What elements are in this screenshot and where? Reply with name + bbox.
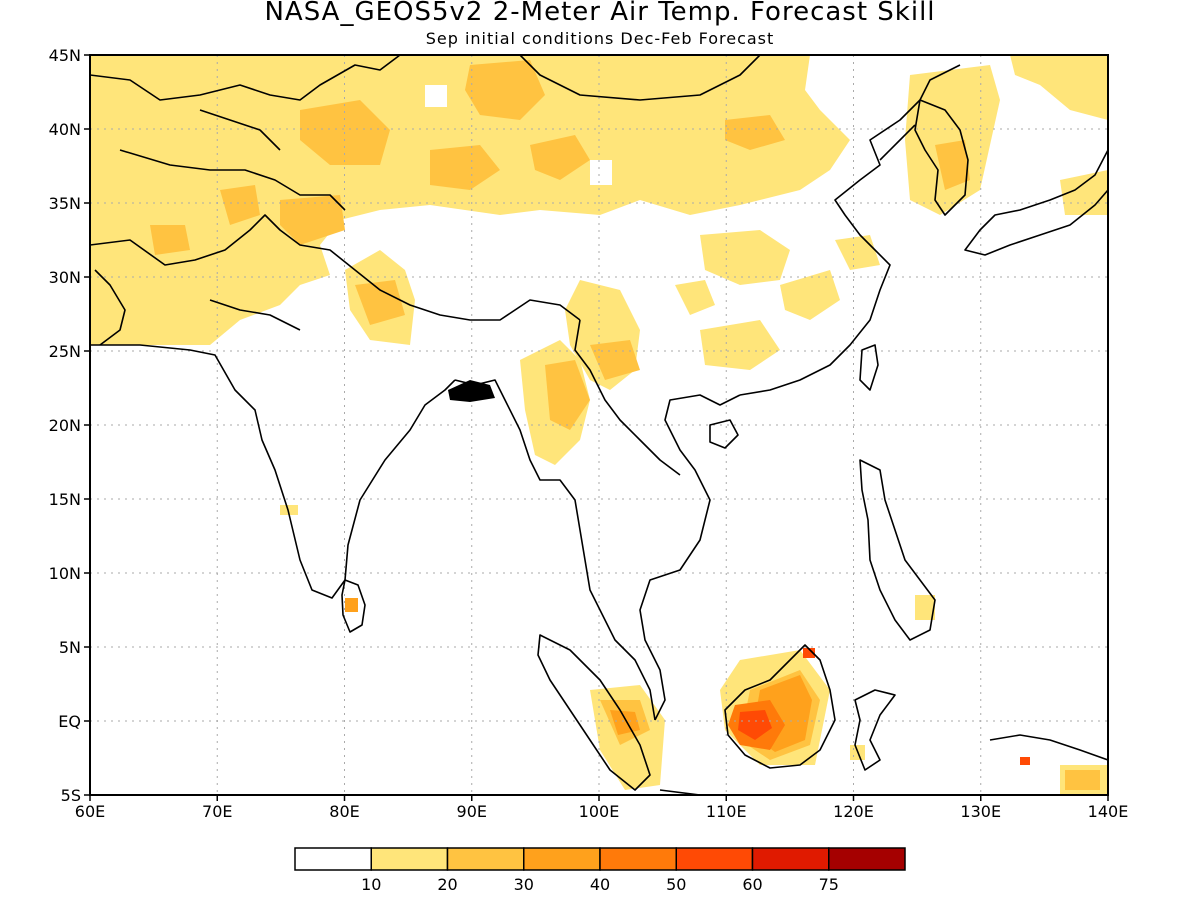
skill-region [90, 55, 850, 345]
colorbar-swatch [294, 847, 372, 871]
border [94, 269, 126, 346]
skill-region [545, 360, 590, 430]
skill-region [835, 235, 880, 270]
page-subtitle: Sep initial conditions Dec-Feb Forecast [425, 29, 775, 48]
lat-tick-label: 30N [49, 268, 81, 287]
coastline [724, 644, 836, 769]
skill-region [150, 225, 190, 255]
lon-tick-label: 120E [833, 802, 874, 821]
border [574, 319, 681, 476]
coastline [964, 149, 1108, 256]
skill-region [675, 280, 715, 315]
colorbar: 10 20 30 40 50 60 75 [294, 847, 906, 894]
skill-region [1065, 770, 1100, 790]
skill-region [355, 280, 405, 325]
coastline [709, 419, 739, 449]
border [209, 299, 301, 331]
lon-tick-label: 100E [579, 802, 620, 821]
border [879, 124, 916, 161]
colorbar-swatch [828, 847, 906, 871]
skill-region [700, 320, 780, 370]
coastline [341, 579, 366, 633]
coastline [639, 394, 741, 721]
lon-tick-label: 110E [706, 802, 747, 821]
coastline [859, 459, 936, 641]
skill-region [905, 65, 1000, 215]
graticule [90, 55, 1108, 795]
coastline [914, 99, 969, 216]
skill-shading [90, 55, 1108, 795]
colorbar-label: 20 [437, 875, 457, 894]
skill-region [803, 648, 815, 658]
skill-region [738, 710, 772, 740]
colorbar-swatch [370, 847, 449, 871]
longitude-axis: 60E 70E 80E 90E 100E 110E 120E 130E 140E [75, 795, 1129, 821]
colorbar-swatch [751, 847, 830, 871]
coastline [90, 344, 456, 599]
lon-tick-label: 70E [202, 802, 232, 821]
colorbar-label: 10 [361, 875, 381, 894]
skill-region [915, 595, 935, 620]
lon-tick-label: 80E [329, 802, 359, 821]
skill-region [280, 195, 345, 245]
coastline [739, 64, 961, 396]
lat-tick-label: 15N [49, 490, 81, 509]
lat-tick-label: 40N [49, 120, 81, 139]
skill-region [1020, 757, 1030, 765]
border [90, 214, 581, 321]
lat-tick-label: 10N [49, 564, 81, 583]
border [519, 55, 761, 101]
colorbar-swatch [599, 847, 677, 871]
skill-region [345, 598, 358, 612]
coastline [989, 734, 1108, 761]
skill-region [700, 230, 790, 285]
colorbar-label: 60 [742, 875, 762, 894]
border [199, 109, 281, 151]
skill-region [610, 710, 640, 735]
coastline [859, 344, 879, 391]
coastlines [90, 55, 1108, 795]
skill-region [465, 60, 545, 120]
skill-region [725, 115, 785, 150]
skill-region [280, 505, 298, 515]
skill-region [1010, 55, 1108, 120]
page-title: NASA_GEOS5v2 2-Meter Air Temp. Forecast … [264, 0, 936, 27]
missing-data-cell [590, 160, 612, 185]
colorbar-swatch [523, 847, 601, 871]
skill-region [430, 145, 500, 190]
skill-region [590, 340, 640, 380]
skill-region [935, 140, 970, 190]
coastline [659, 789, 780, 795]
colorbar-swatch [446, 847, 525, 871]
border [119, 149, 346, 211]
border [90, 55, 401, 101]
missing-data-cell [425, 85, 447, 107]
lon-tick-label: 140E [1088, 802, 1129, 821]
lat-tick-label: 35N [49, 194, 81, 213]
lat-tick-label: 20N [49, 416, 81, 435]
lat-tick-label: EQ [58, 712, 81, 731]
coastline [454, 379, 656, 721]
skill-region [780, 270, 840, 320]
coastline [537, 634, 651, 791]
lon-tick-label: 60E [75, 802, 105, 821]
coastline [854, 689, 896, 771]
colorbar-swatch [675, 847, 754, 871]
lon-tick-label: 130E [960, 802, 1001, 821]
lat-tick-label: 5N [59, 638, 81, 657]
lon-tick-label: 90E [457, 802, 487, 821]
colorbar-label: 50 [666, 875, 686, 894]
lat-tick-label: 5S [61, 786, 81, 805]
skill-region [530, 135, 590, 180]
latitude-axis: 45N 40N 35N 30N 25N 20N 15N 10N 5N EQ 5S [49, 46, 90, 805]
colorbar-label: 75 [819, 875, 839, 894]
lat-tick-label: 45N [49, 46, 81, 65]
colorbar-label: 30 [514, 875, 534, 894]
delta-region [448, 380, 495, 402]
skill-region [220, 185, 260, 225]
colorbar-label: 40 [590, 875, 610, 894]
lat-tick-label: 25N [49, 342, 81, 361]
